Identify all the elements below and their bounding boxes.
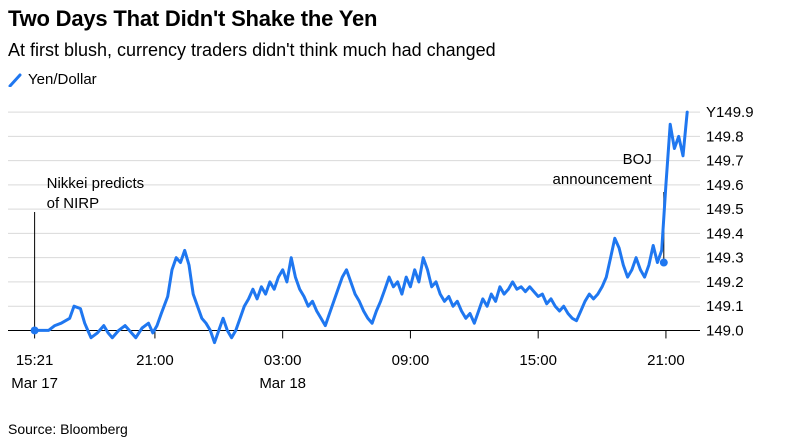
series-line-yen-dollar [33,110,689,345]
x-tick-label: 03:00 [264,352,302,369]
y-tick-label: 149.0 [706,322,744,339]
y-tick-label: 149.6 [706,177,744,194]
x-tick-label: 09:00 [392,352,430,369]
annotation-text: BOJ [623,151,652,168]
x-tick-label: 15:00 [519,352,557,369]
chart-title: Two Days That Didn't Shake the Yen [8,6,378,31]
y-tick-label: 149.3 [706,250,744,267]
source-note: Source: Bloomberg [8,421,128,437]
x-tick-label: 21:00 [647,352,685,369]
y-tick-label: 149.8 [706,128,744,145]
y-tick-label: 149.2 [706,274,744,291]
x-tick-sublabel: Mar 18 [259,375,306,392]
annotation-marker [659,258,668,267]
x-tick-sublabel: Mar 17 [11,375,58,392]
annotation-marker [30,326,39,335]
y-tick-label: Y149.9 [706,104,754,121]
annotation-text: Nikkei predicts [47,175,145,192]
y-tick-label: 149.5 [706,201,744,218]
annotation-text: announcement [553,171,653,188]
y-tick-label: 149.7 [706,153,744,170]
legend-label: Yen/Dollar [28,71,97,88]
y-tick-label: 149.1 [706,298,744,315]
y-tick-label: 149.4 [706,225,744,242]
x-tick-label: 15:21 [16,352,54,369]
legend: Yen/Dollar [8,71,97,88]
x-tick-label: 21:00 [136,352,174,369]
legend-swatch [8,73,22,87]
chart-subtitle: At first blush, currency traders didn't … [8,40,496,60]
annotation-text: of NIRP [47,195,100,212]
